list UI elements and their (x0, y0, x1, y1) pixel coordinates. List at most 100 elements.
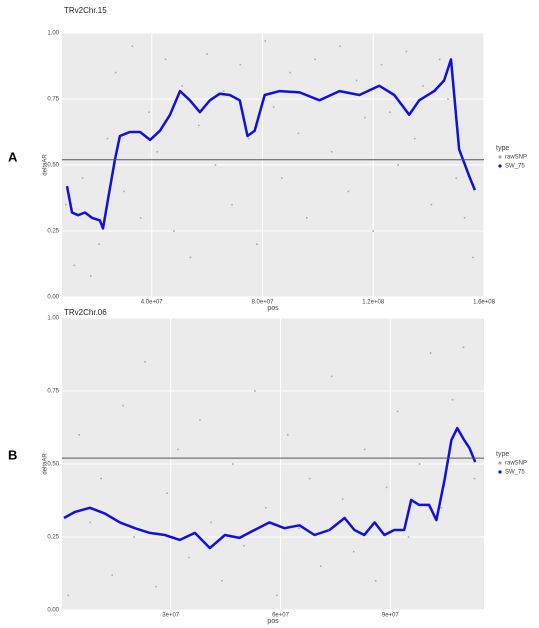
raw-snp-point (100, 477, 102, 480)
raw-snp-point (413, 137, 416, 140)
legend-label: rawSNP (505, 461, 527, 467)
raw-snp-point (148, 111, 150, 113)
raw-snp-point (254, 390, 256, 392)
y-tick-label: 1.00 (47, 316, 59, 322)
raw-snp-point (473, 477, 476, 480)
raw-snp-point (73, 264, 75, 267)
raw-snp-point (347, 190, 350, 193)
raw-snp-point (67, 594, 70, 597)
raw-snp-point (222, 90, 225, 92)
raw-snp-point (272, 106, 275, 108)
x-tick-label: 3e+07 (162, 613, 180, 619)
raw-snp-point (319, 565, 322, 567)
raw-snp-point (330, 375, 333, 378)
x-tick-label: 8.0e+07 (252, 300, 275, 306)
raw-snp-point (231, 203, 233, 206)
raw-snp-point (122, 404, 124, 407)
raw-snp-point (385, 486, 388, 489)
raw-snp-point (214, 164, 217, 166)
raw-snp-point (364, 116, 366, 119)
raw-snp-point (463, 217, 466, 219)
raw-snp-point (89, 275, 92, 277)
raw-snp-point (355, 79, 358, 82)
raw-snp-point (372, 230, 375, 232)
raw-snp-point (189, 256, 192, 259)
raw-snp-point (221, 580, 223, 582)
raw-snp-point (298, 527, 300, 530)
raw-snp-point (188, 556, 190, 559)
raw-snp-point (65, 203, 67, 206)
raw-snp-point (330, 151, 333, 153)
legend-swatch (498, 461, 502, 465)
raw-snp-point (308, 477, 311, 480)
raw-snp-point (281, 177, 283, 179)
sliding-window-line (63, 426, 477, 550)
raw-snp-point (111, 574, 113, 576)
y-axis-label: deltaAR (43, 154, 49, 176)
raw-snp-point (114, 71, 117, 74)
raw-snp-point (451, 398, 454, 401)
raw-snp-point (264, 40, 267, 42)
raw-snp-point (352, 550, 355, 553)
raw-snp-point (429, 352, 432, 354)
y-tick-label: 0.50 (47, 462, 59, 468)
raw-snp-point (156, 151, 159, 153)
raw-snp-point (422, 85, 424, 87)
raw-snp-point (164, 58, 167, 61)
y-tick-label: 0.75 (47, 97, 59, 103)
raw-snp-point (131, 45, 134, 47)
x-tick-label: 1.2e+08 (362, 300, 385, 306)
legend-swatch (498, 155, 502, 159)
legend-label: SW_75 (505, 164, 525, 170)
raw-snp-point (339, 45, 341, 47)
raw-snp-point (106, 137, 109, 140)
sliding-window-line (65, 58, 477, 230)
legend-swatch (498, 470, 502, 474)
legend-title: type (496, 451, 509, 458)
y-tick-label: 0.75 (47, 389, 59, 395)
raw-snp-point (314, 58, 316, 61)
chart-title: TRv2Chr.15 (64, 6, 107, 15)
y-tick-label: 0.50 (47, 163, 59, 169)
chart-title: TRv2Chr.06 (64, 308, 107, 317)
raw-snp-point (243, 544, 245, 547)
x-tick-label: 1.6e+08 (473, 300, 496, 306)
raw-snp-point (256, 243, 258, 245)
raw-snp-point (389, 111, 391, 113)
legend-label: SW_75 (505, 470, 525, 476)
raw-snp-point (239, 63, 242, 66)
raw-snp-point (155, 585, 157, 588)
raw-snp-point (438, 58, 441, 61)
raw-snp-point (418, 463, 421, 465)
panel-label: A (8, 149, 18, 164)
raw-snp-point (380, 63, 383, 66)
raw-snp-point (265, 507, 267, 509)
x-tick-label: 9e+07 (382, 613, 400, 619)
y-tick-label: 0.25 (47, 229, 59, 235)
x-axis-label: pos (267, 305, 279, 312)
raw-snp-point (144, 361, 146, 363)
raw-snp-point (440, 507, 443, 509)
raw-snp-point (78, 434, 81, 436)
x-tick-label: 6e+07 (272, 613, 290, 619)
raw-snp-point (98, 243, 100, 245)
raw-snp-point (396, 410, 399, 413)
raw-snp-point (472, 256, 474, 259)
raw-snp-point (407, 536, 410, 538)
raw-snp-point (89, 521, 91, 524)
raw-snp-point (287, 434, 289, 436)
raw-snp-point (447, 98, 449, 100)
raw-snp-point (247, 137, 250, 140)
y-tick-label: 0.25 (47, 535, 59, 541)
raw-snp-point (199, 419, 201, 421)
y-tick-label: 0.00 (47, 608, 59, 614)
raw-snp-point (462, 346, 465, 348)
raw-snp-point (197, 124, 200, 127)
raw-snp-point (341, 498, 344, 500)
legend-title: type (496, 145, 509, 152)
x-tick-label: 4.0e+07 (141, 300, 164, 306)
raw-snp-point (397, 164, 399, 166)
raw-snp-point (177, 448, 179, 451)
legend-label: rawSNP (505, 155, 527, 161)
